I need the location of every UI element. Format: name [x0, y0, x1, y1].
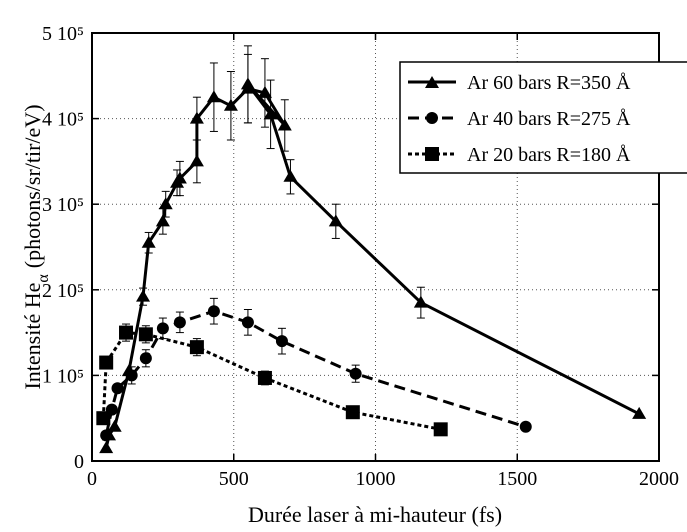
- data-point-circle: [173, 316, 186, 329]
- y-tick-label: 3 10⁵: [42, 194, 84, 216]
- data-point-circle: [139, 352, 152, 365]
- series-circle: [100, 297, 532, 442]
- y-tick-label: 1 10⁵: [42, 365, 84, 387]
- data-point-circle: [156, 322, 169, 335]
- data-point-triangle: [206, 90, 221, 103]
- x-tick-label: 500: [219, 468, 249, 490]
- data-point-triangle: [328, 214, 343, 227]
- data-point-circle: [111, 382, 124, 395]
- data-point-circle: [519, 420, 532, 433]
- series-line: [101, 331, 441, 431]
- data-point-circle: [241, 316, 254, 329]
- legend-label-ar60: Ar 60 bars R=350 Å: [467, 72, 631, 94]
- x-tick-label: 2000: [639, 468, 679, 490]
- legend-label-ar40: Ar 40 bars R=275 Å: [467, 108, 631, 130]
- legend: Ar 60 bars R=350 Å Ar 40 bars R=275 Å Ar…: [399, 61, 687, 174]
- legend-label-ar20: Ar 20 bars R=180 Å: [467, 144, 631, 166]
- series-line: [104, 309, 527, 436]
- data-point-triangle: [189, 111, 204, 124]
- y-axis-title-unit: (photons/sr/tir/eV): [20, 104, 45, 268]
- data-point-triangle: [136, 289, 151, 302]
- data-point-circle: [207, 305, 220, 318]
- data-point-triangle: [99, 441, 114, 454]
- data-point-triangle: [263, 107, 278, 120]
- data-point-square: [99, 355, 114, 370]
- data-point-triangle: [155, 214, 170, 227]
- data-point-square: [345, 405, 360, 420]
- data-point-triangle: [141, 235, 156, 248]
- data-point-square: [189, 340, 204, 355]
- data-point-triangle: [257, 85, 272, 98]
- x-tick-label: 0: [87, 468, 97, 490]
- data-point-triangle: [632, 406, 647, 419]
- data-point-triangle: [277, 118, 292, 131]
- legend-triangle-marker: [425, 76, 439, 88]
- x-tick-label: 1000: [356, 468, 396, 490]
- data-point-triangle: [223, 98, 238, 111]
- data-point-triangle: [240, 77, 255, 90]
- y-axis-title-subscript: α: [35, 274, 52, 283]
- data-point-triangle: [158, 197, 173, 210]
- y-tick-label: 2 10⁵: [42, 280, 84, 302]
- legend-entry-ar40: Ar 40 bars R=275 Å: [408, 108, 631, 130]
- x-tick-label: 1500: [497, 468, 537, 490]
- series-triangle: [99, 45, 647, 454]
- y-tick-label: 5 10⁵: [42, 23, 84, 45]
- x-axis-title: Durée laser à mi-hauteur (fs): [248, 502, 502, 527]
- legend-entry-ar20: Ar 20 bars R=180 Å: [408, 144, 631, 166]
- series-layer: [96, 45, 647, 454]
- data-point-square: [119, 325, 134, 340]
- data-point-triangle: [189, 154, 204, 167]
- data-point-circle: [100, 429, 113, 442]
- data-point-square: [433, 422, 448, 437]
- ticks: 0 500 1000 1500 2000 0 1 10⁵ 2 10⁵ 3 10⁵ 4 10⁵ 5 1…: [42, 23, 679, 490]
- data-point-square: [138, 327, 153, 342]
- legend-circle-marker: [426, 112, 438, 124]
- y-axis-title: Intensité Heα (photons/sr/tir/eV): [20, 104, 52, 389]
- y-axis-title-main: Intensité He: [20, 283, 45, 390]
- data-point-circle: [275, 335, 288, 348]
- legend-entry-ar60: Ar 60 bars R=350 Å: [408, 72, 631, 94]
- y-tick-label: 4 10⁵: [42, 109, 84, 131]
- data-point-triangle: [107, 419, 122, 432]
- data-point-square: [96, 411, 111, 426]
- data-point-triangle: [413, 295, 428, 308]
- data-point-triangle: [172, 171, 187, 184]
- y-tick-label: 0: [74, 451, 84, 473]
- data-point-circle: [349, 367, 362, 380]
- series-square: [96, 323, 448, 437]
- data-point-square: [257, 370, 272, 385]
- svg-text:Intensité Heα(photons/sr/tir/e: Intensité Heα (photons/sr/tir/eV): [20, 104, 52, 389]
- data-point-triangle: [283, 169, 298, 182]
- legend-square-marker: [425, 147, 439, 161]
- data-point-circle: [125, 369, 138, 382]
